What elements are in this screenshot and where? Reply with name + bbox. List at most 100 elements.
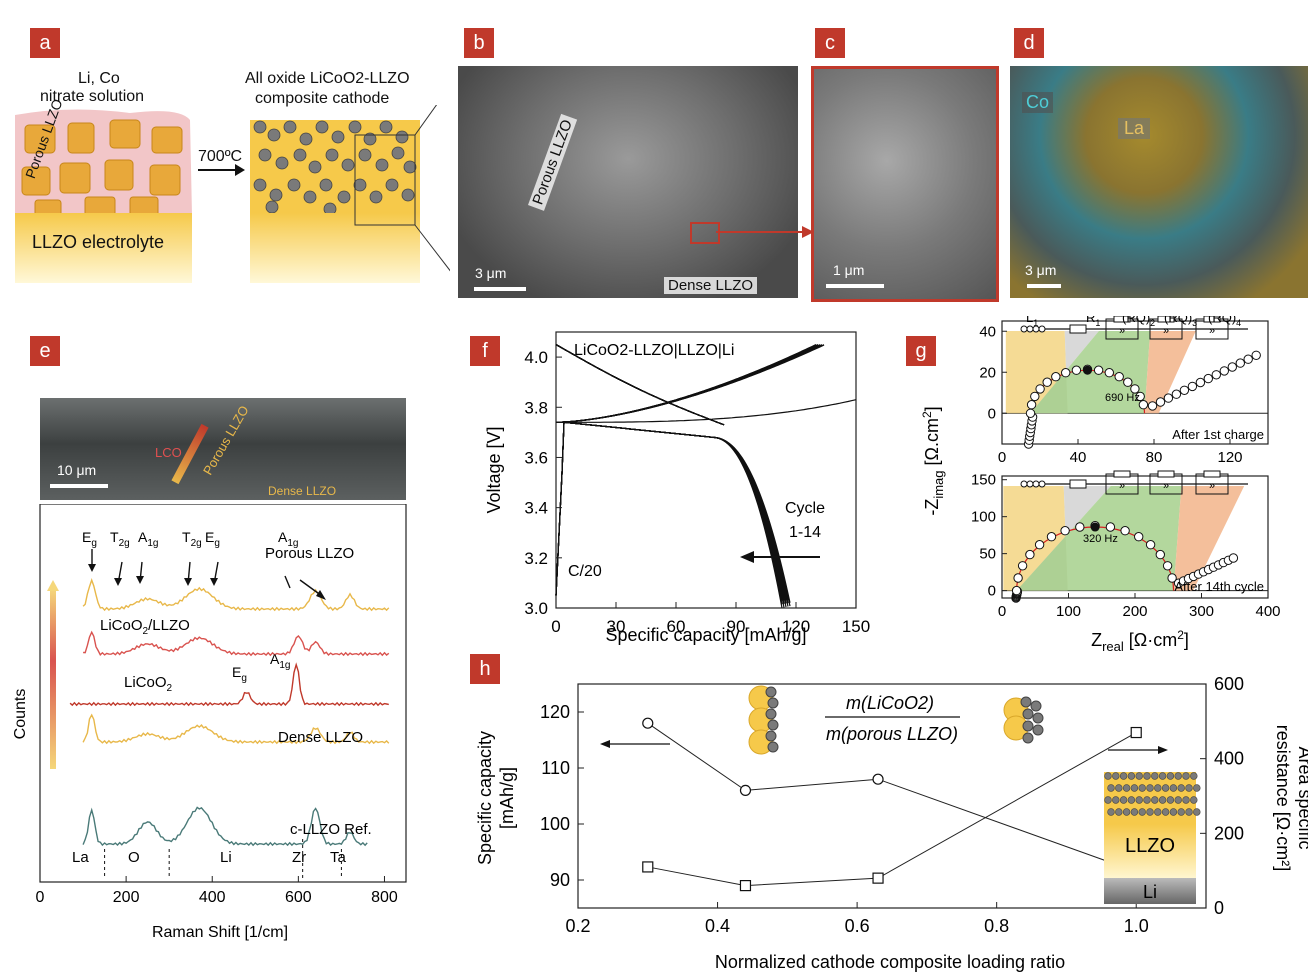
- solution-label-2: nitrate solution: [40, 88, 145, 105]
- raman-series-line: [83, 630, 390, 657]
- lco-label: LCO: [155, 445, 182, 460]
- dense-llzo-label-e: Dense LLZO: [268, 484, 337, 498]
- h-inset-particle: [1122, 808, 1131, 816]
- g-data-point: [1211, 370, 1221, 380]
- h-inset-particle: [1138, 784, 1146, 792]
- h-inset-particle: [1143, 772, 1151, 780]
- g-data-point: [1130, 384, 1140, 394]
- g-resistor: [1069, 324, 1087, 334]
- h-xtick-label: 0.6: [845, 916, 870, 936]
- h-inset-particle: [1161, 808, 1170, 816]
- h-y2tick-label: 200: [1214, 823, 1244, 843]
- raman-peak-arrow: [284, 575, 291, 589]
- composite-label-1: All oxide LiCoO2-LLZO: [245, 70, 410, 87]
- scale-text-b: 3 μm: [475, 265, 507, 281]
- g-ytick-label: 0: [988, 583, 996, 600]
- g-region-4: [1173, 486, 1245, 591]
- h-inset-particle: [1193, 784, 1201, 792]
- g-data-point: [1120, 526, 1130, 536]
- g-rq-resistor: [1203, 316, 1221, 323]
- g-data-point: [1093, 365, 1104, 375]
- scale-text-d: 3 μm: [1025, 262, 1057, 278]
- g-ytick-label: 40: [979, 323, 996, 340]
- h-inset-particle: [1146, 808, 1154, 816]
- g-cpe-icon: »: [1119, 480, 1125, 492]
- g-cpe-icon: »: [1119, 325, 1125, 337]
- h-inset-particle: [1151, 796, 1159, 804]
- h-inset-particle: [1107, 784, 1115, 792]
- h-y2tick-label: 0: [1214, 898, 1224, 918]
- h-inset-particle: [1169, 784, 1178, 792]
- g-ytick-label: 20: [979, 364, 996, 381]
- h-inset-particle: [1154, 808, 1162, 816]
- f-xlabel: Specific capacity [mAh/g]: [605, 625, 806, 645]
- g-cpe-icon: »: [1209, 325, 1215, 337]
- f-ytick-label: 4.0: [524, 348, 548, 367]
- electrolyte-label: LLZO electrolyte: [32, 232, 165, 252]
- g-data-point: [1171, 389, 1182, 399]
- g-data-point: [1155, 549, 1165, 560]
- g-data-point: [1046, 532, 1057, 542]
- g-bot-freq: 320 Hz: [1083, 533, 1118, 545]
- g-top-freq: 690 Hz: [1105, 392, 1140, 404]
- h-y2tick-label: 600: [1214, 674, 1244, 694]
- f-cycle-annot: Cycle 1-14: [785, 500, 825, 541]
- g-data-point: [1243, 354, 1253, 364]
- h-inset-particle: [1104, 796, 1112, 804]
- g-ytick-label: 150: [971, 472, 996, 489]
- g-data-point: [1228, 553, 1239, 563]
- h-ylabel: Specific capacity [mAh/g]: [475, 731, 517, 865]
- h-xtick-label: 0.4: [705, 916, 730, 936]
- raman-region-label: Li: [220, 849, 232, 866]
- temperature-label: 700ºC: [198, 148, 243, 165]
- g-ytick-label: 0: [988, 405, 996, 422]
- g-rq-resistor: [1203, 470, 1221, 478]
- h-inset-particle: [1166, 772, 1175, 780]
- h-inset-particle: [1193, 808, 1201, 816]
- g-data-point: [1167, 573, 1177, 583]
- raman-peak-label: T2g: [182, 529, 202, 549]
- composite-label-2: composite cathode: [255, 90, 390, 107]
- raman-peak-arrowhead: [210, 578, 218, 586]
- g-data-point: [1235, 358, 1245, 368]
- g-region-4: [1144, 331, 1196, 414]
- raman-xtick-label: 200: [113, 889, 140, 906]
- h-inset-particle: [1119, 772, 1128, 780]
- raman-peak-arrowhead: [184, 578, 192, 586]
- h-inset-particle: [1174, 772, 1182, 780]
- h-capacity-line: [647, 722, 1137, 873]
- h-resistance-line: [647, 732, 1137, 887]
- f-rate: C/20: [568, 563, 602, 580]
- loading-chart: 0.2 0.4 0.6 0.8 1.0 90 100 110 120 0 200 400 600 m(L…: [475, 674, 1308, 972]
- g-xtick-label: 120: [1217, 449, 1242, 466]
- panel-letter-b: b: [464, 28, 494, 58]
- g-xtick-label: 200: [1122, 603, 1147, 620]
- raman-xtick-label: 0: [36, 889, 45, 906]
- g-data-point: [1138, 400, 1149, 410]
- sem-image-c: [811, 66, 999, 302]
- g-data-point: [1135, 391, 1145, 402]
- h-xtick-label: 0.2: [565, 916, 590, 936]
- h-inset-particle: [1185, 784, 1193, 792]
- f-discharge-curve: [555, 421, 791, 603]
- panel-letter-e: e: [30, 336, 60, 366]
- g-peak-marker: [1083, 365, 1092, 375]
- g-xtick-label: 100: [1056, 603, 1081, 620]
- raman-series-line: [82, 713, 390, 745]
- raman-chart: Counts Porous LLZO LiCoO2/LLZO LiCoO2 Dense…: [12, 504, 407, 941]
- f-title: LiCoO2-LLZO|LLZO|Li: [574, 342, 734, 359]
- g-data-point: [1163, 393, 1174, 403]
- h-ytick-label: 100: [540, 814, 570, 834]
- h-capacity-point: [872, 773, 884, 785]
- h-ratio-num: m(LiCoO2): [846, 693, 934, 713]
- h-inset-particle: [1190, 772, 1198, 780]
- raman-region-label: Ta: [330, 849, 347, 866]
- h-inset-particle: [1104, 772, 1112, 780]
- g-data-point: [1105, 522, 1116, 532]
- f-ytick-label: 3.2: [524, 549, 548, 568]
- h-inset-particle: [1158, 772, 1167, 780]
- g-data-point: [1155, 397, 1166, 407]
- h-inset-particle: [1154, 784, 1162, 792]
- raman-label-ref: c-LLZO Ref.: [290, 821, 372, 838]
- g-cpe-icon: »: [1163, 325, 1169, 337]
